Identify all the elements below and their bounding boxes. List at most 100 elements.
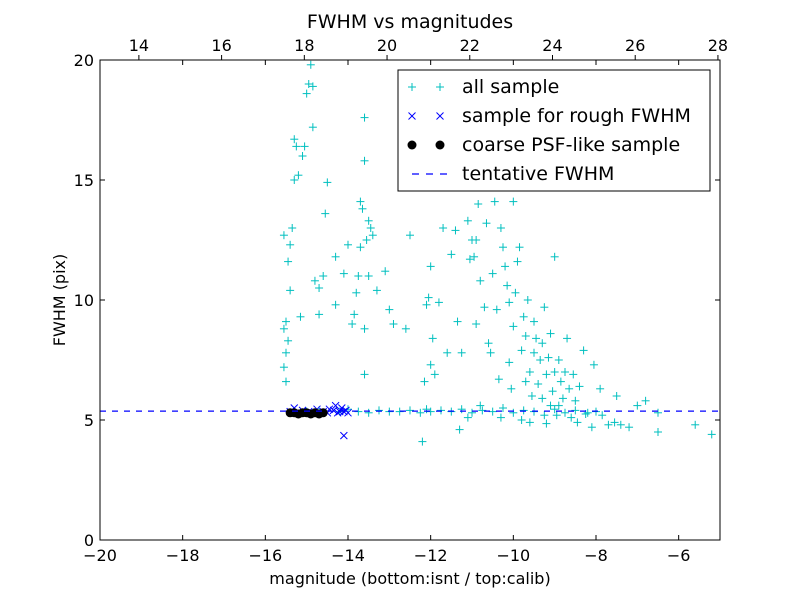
legend-label-rough-sample: sample for rough FWHM <box>462 105 691 127</box>
x-b <box>331 401 340 410</box>
data-point <box>515 243 524 252</box>
data-point <box>470 252 479 261</box>
data-point <box>641 396 650 405</box>
data-point <box>509 408 518 417</box>
data-point <box>517 416 526 424</box>
data-point <box>527 392 536 400</box>
data-point <box>534 380 543 388</box>
data-point <box>296 312 305 321</box>
data-point <box>523 296 532 304</box>
x-tick-label: −6 <box>667 546 691 565</box>
data-point <box>366 224 375 232</box>
data-point <box>478 406 487 415</box>
data-point <box>476 276 485 285</box>
data-point <box>567 413 576 422</box>
data-point <box>457 348 466 357</box>
data-point <box>548 387 557 396</box>
data-point <box>300 142 309 151</box>
y-tick-label: 20 <box>74 51 94 70</box>
data-point <box>360 113 369 122</box>
data-point <box>279 231 288 240</box>
data-point <box>558 394 567 403</box>
data-point <box>302 89 311 98</box>
data-point <box>496 224 505 232</box>
data-point <box>544 353 553 362</box>
series-2 <box>285 408 328 419</box>
plot-area <box>100 60 720 446</box>
x-tick-label: −12 <box>414 546 448 565</box>
data-point <box>542 370 551 379</box>
data-point <box>536 356 545 364</box>
data-point <box>424 293 433 302</box>
data-point <box>484 339 493 348</box>
legend-marker <box>408 83 416 91</box>
data-point <box>633 401 642 410</box>
x-tick-label: −20 <box>83 546 117 565</box>
data-point <box>284 257 293 266</box>
data-point <box>447 250 456 259</box>
y-axis-label: FWHM (pix) <box>50 254 69 347</box>
data-point <box>540 303 549 312</box>
data-point <box>561 368 569 376</box>
data-point <box>546 401 555 410</box>
data-point <box>430 370 439 379</box>
data-point <box>364 408 373 417</box>
y-tick-label: 5 <box>84 411 94 430</box>
data-point <box>505 358 514 367</box>
legend-frame <box>397 69 711 192</box>
legend-label-all-sample: all sample <box>462 76 559 98</box>
data-point <box>279 363 288 372</box>
data-point <box>472 320 481 328</box>
y-tick-label: 10 <box>74 291 94 310</box>
data-point <box>554 356 563 364</box>
x-b <box>436 112 444 120</box>
data-point <box>455 425 464 434</box>
data-point <box>319 272 328 280</box>
data-point <box>571 396 580 405</box>
x-axis-label: magnitude (bottom:isnt / top:calib) <box>269 569 550 588</box>
x-b <box>344 408 352 417</box>
data-point <box>501 262 510 271</box>
x-b <box>337 404 346 412</box>
x-b <box>408 112 416 120</box>
data-point <box>331 401 340 410</box>
data-point <box>298 152 307 160</box>
series-0 <box>279 60 716 446</box>
data-point <box>406 231 414 240</box>
data-point <box>596 384 605 393</box>
data-point <box>279 324 288 333</box>
data-point <box>538 394 547 403</box>
data-point <box>519 312 528 321</box>
data-point <box>284 336 293 345</box>
data-point <box>530 317 538 326</box>
data-point <box>546 329 555 338</box>
legend-label-tentative-fwhm: tentative FWHM <box>462 163 614 185</box>
data-point <box>315 310 324 319</box>
x-tick-label: −10 <box>496 546 530 565</box>
data-point <box>513 257 522 266</box>
data-point <box>573 418 582 427</box>
data-point <box>503 281 512 290</box>
data-point <box>426 262 435 271</box>
data-point <box>375 406 383 415</box>
data-point <box>556 377 565 386</box>
data-point <box>385 305 394 314</box>
y-tick-label: 0 <box>84 531 94 550</box>
data-point <box>360 156 369 165</box>
top-x-tick-label: 26 <box>625 36 645 55</box>
data-point <box>286 240 295 249</box>
data-point <box>575 382 584 391</box>
data-point <box>463 413 472 422</box>
data-point <box>550 405 559 414</box>
data-point <box>525 368 534 376</box>
y-tick-label: 15 <box>74 171 94 190</box>
data-layer <box>100 60 720 446</box>
data-point <box>416 408 425 417</box>
data-point <box>519 406 528 415</box>
x-tick-label: −18 <box>166 546 200 565</box>
top-x-tick-label: 28 <box>708 36 728 55</box>
data-point <box>451 226 460 235</box>
data-point <box>290 176 299 184</box>
data-point <box>465 255 474 264</box>
legend-marker <box>407 140 417 150</box>
